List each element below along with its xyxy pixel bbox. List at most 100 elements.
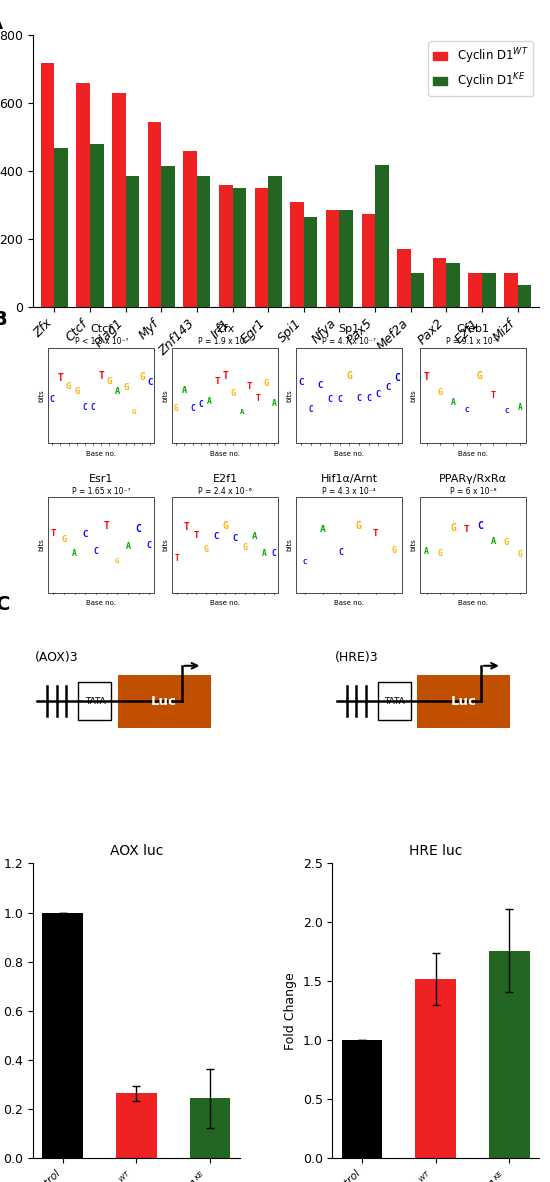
Text: G: G <box>231 389 236 397</box>
Bar <box>417 675 510 728</box>
Text: C: C <box>298 378 304 387</box>
FancyBboxPatch shape <box>48 348 155 443</box>
Text: C: C <box>376 390 381 398</box>
Text: G: G <box>139 372 145 383</box>
Bar <box>197 176 211 307</box>
Text: C: C <box>147 378 153 387</box>
Text: G: G <box>346 371 352 382</box>
Text: G: G <box>391 546 396 556</box>
Bar <box>469 273 482 307</box>
Title: AOX luc: AOX luc <box>109 844 163 858</box>
Bar <box>255 188 268 307</box>
Text: (AOX)3: (AOX)3 <box>35 651 79 664</box>
Text: P = 1.65 x 10⁻⁷: P = 1.65 x 10⁻⁷ <box>72 487 130 495</box>
Text: A: A <box>320 525 326 534</box>
Text: C: C <box>0 595 10 613</box>
Text: C: C <box>504 408 509 415</box>
Text: G: G <box>62 534 67 544</box>
FancyBboxPatch shape <box>420 498 526 592</box>
Text: T: T <box>247 382 252 390</box>
Title: HRE luc: HRE luc <box>409 844 463 858</box>
Text: C: C <box>385 383 390 391</box>
Bar <box>375 164 389 307</box>
Text: E2f1: E2f1 <box>213 474 238 483</box>
Text: C: C <box>309 404 313 414</box>
Text: P = 4.7 x 10⁻⁷: P = 4.7 x 10⁻⁷ <box>322 337 376 346</box>
Text: Base no.: Base no. <box>334 600 364 606</box>
Text: bits: bits <box>410 389 416 402</box>
Text: TATA: TATA <box>384 696 405 706</box>
Text: G: G <box>174 404 179 414</box>
Text: Creb1: Creb1 <box>456 324 490 335</box>
Text: C: C <box>82 531 88 539</box>
Bar <box>489 950 530 1158</box>
Bar <box>219 184 233 307</box>
Text: G: G <box>355 521 361 531</box>
Text: Luc: Luc <box>450 695 476 708</box>
Text: A: A <box>424 547 429 556</box>
Text: bits: bits <box>410 539 416 551</box>
Text: bits: bits <box>286 539 292 551</box>
Text: A: A <box>251 532 257 541</box>
Text: A: A <box>115 387 120 396</box>
FancyBboxPatch shape <box>48 498 155 592</box>
Text: C: C <box>50 395 54 404</box>
Text: G: G <box>123 383 129 391</box>
Text: Ctcf: Ctcf <box>90 324 112 335</box>
Text: T: T <box>464 525 470 534</box>
Bar <box>118 675 211 728</box>
Bar <box>42 913 83 1158</box>
Text: bits: bits <box>38 389 44 402</box>
Bar <box>342 1040 382 1158</box>
Text: A: A <box>262 548 266 558</box>
Text: G: G <box>242 543 247 552</box>
Text: C: C <box>395 372 400 383</box>
Text: bits: bits <box>162 389 168 402</box>
Text: T: T <box>194 531 199 540</box>
Text: C: C <box>213 532 218 541</box>
Text: C: C <box>366 394 371 403</box>
Bar <box>148 122 161 307</box>
Text: bits: bits <box>286 389 292 402</box>
Text: T: T <box>175 554 179 563</box>
Y-axis label: Fold Change: Fold Change <box>284 972 297 1050</box>
Text: Base no.: Base no. <box>86 450 116 456</box>
Text: G: G <box>450 524 456 533</box>
Text: G: G <box>477 371 483 382</box>
Bar <box>79 682 112 720</box>
Text: A: A <box>272 400 277 408</box>
Text: G: G <box>518 551 522 559</box>
FancyBboxPatch shape <box>172 348 278 443</box>
Bar <box>54 148 68 307</box>
Text: G: G <box>438 548 442 558</box>
Bar <box>304 217 317 307</box>
Text: C: C <box>232 534 238 544</box>
Text: P = 6 x 10⁻⁸: P = 6 x 10⁻⁸ <box>450 487 497 495</box>
Text: T: T <box>51 530 56 538</box>
Text: Hif1α/Arnt: Hif1α/Arnt <box>321 474 378 483</box>
Bar <box>125 176 139 307</box>
Text: G: G <box>263 379 269 388</box>
FancyBboxPatch shape <box>172 498 278 592</box>
Text: C: C <box>82 403 87 411</box>
Text: C: C <box>199 400 203 409</box>
Bar <box>433 258 447 307</box>
Text: C: C <box>147 541 152 551</box>
Text: T: T <box>98 371 105 382</box>
Bar <box>504 273 518 307</box>
Text: Base no.: Base no. <box>210 600 240 606</box>
Bar <box>411 273 424 307</box>
Text: T: T <box>424 372 430 382</box>
Text: T: T <box>58 374 63 383</box>
Text: C: C <box>91 403 96 411</box>
Text: Base no.: Base no. <box>458 600 488 606</box>
Text: A: A <box>125 541 130 551</box>
Bar <box>233 188 246 307</box>
Bar <box>361 214 375 307</box>
Bar <box>183 151 197 307</box>
Bar <box>518 285 531 307</box>
Text: G: G <box>437 389 443 397</box>
Bar <box>447 262 460 307</box>
Bar <box>415 979 456 1158</box>
Bar <box>161 167 175 307</box>
